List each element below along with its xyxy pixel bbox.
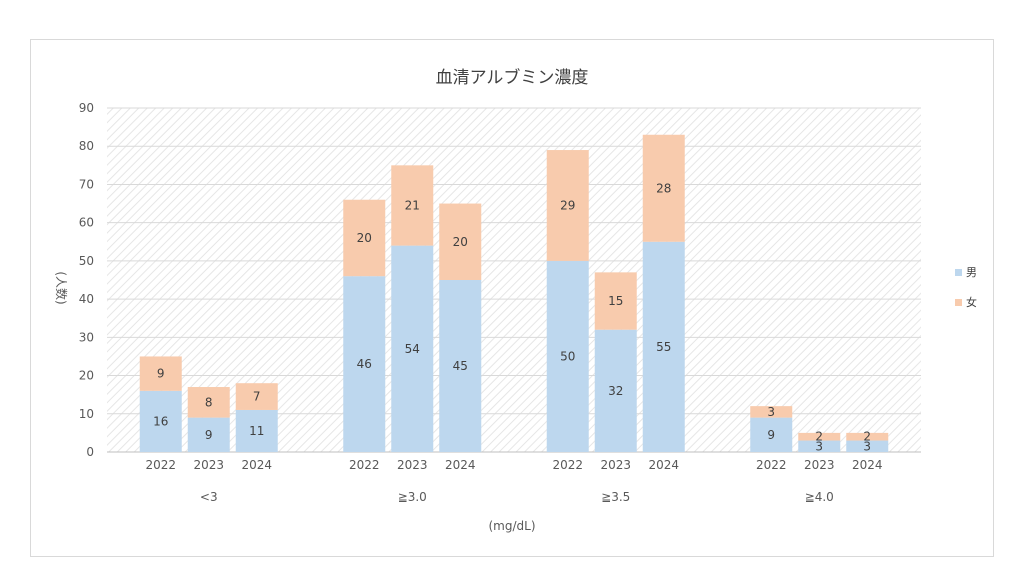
- x-tick-year: 2024: [445, 458, 476, 472]
- bar-segment: [750, 417, 793, 452]
- bar-segment: [439, 203, 482, 280]
- bar-segment: [187, 417, 230, 452]
- bar-segment: [391, 245, 434, 452]
- x-tick-year: 2022: [552, 458, 583, 472]
- x-group-label: <3: [200, 490, 218, 504]
- legend: 男女: [955, 266, 977, 309]
- chart-title: 血清アルブミン濃度: [436, 67, 589, 88]
- data-label: 3: [767, 405, 775, 419]
- data-label: 45: [453, 359, 468, 373]
- bar-segment: [439, 280, 482, 452]
- bar-segment: [187, 387, 230, 418]
- x-tick-year: 2023: [193, 458, 224, 472]
- bar-segment: [750, 406, 793, 418]
- x-group-label: ≧3.5: [601, 490, 630, 504]
- y-tick-label: 90: [79, 101, 94, 115]
- y-tick-label: 40: [79, 292, 94, 306]
- data-label: 54: [405, 342, 420, 356]
- data-label: 32: [608, 384, 623, 398]
- bar-segment: [391, 165, 434, 246]
- data-label: 29: [560, 198, 575, 212]
- y-tick-label: 30: [79, 330, 94, 344]
- legend-swatch: [955, 299, 962, 306]
- data-label: 50: [560, 349, 575, 363]
- data-label: 3: [815, 439, 823, 453]
- y-tick-label: 20: [79, 369, 94, 383]
- x-tick-year: 2024: [648, 458, 679, 472]
- data-label: 21: [405, 198, 420, 212]
- bar-segment: [139, 390, 182, 452]
- y-tick-label: 70: [79, 177, 94, 191]
- data-label: 2: [863, 430, 871, 444]
- x-tick-year: 2023: [804, 458, 835, 472]
- gridlines: [107, 107, 921, 453]
- data-label: 9: [767, 428, 775, 442]
- bar-segment: [594, 329, 637, 452]
- bar-segment: [546, 260, 589, 452]
- bar-segment: [846, 432, 889, 441]
- data-label: 20: [357, 231, 372, 245]
- bar-segment: [139, 356, 182, 391]
- x-tick-year: 2024: [241, 458, 272, 472]
- bar-segment: [642, 134, 685, 242]
- y-tick-label: 60: [79, 216, 94, 230]
- x-tick-year: 2022: [756, 458, 787, 472]
- bar-segment: [594, 272, 637, 330]
- data-label: 28: [656, 181, 671, 195]
- y-tick-label: 80: [79, 139, 94, 153]
- bar-segment: [798, 440, 841, 452]
- x-tick-year: 2024: [852, 458, 883, 472]
- data-label: 46: [357, 357, 372, 371]
- x-tick-year: 2023: [600, 458, 631, 472]
- bar-segment: [235, 383, 278, 410]
- x-group-label: ≧3.0: [398, 490, 427, 504]
- data-label: 3: [863, 439, 871, 453]
- y-tick-label: 0: [86, 445, 94, 459]
- legend-label: 男: [966, 266, 977, 279]
- bar-segment: [343, 276, 386, 452]
- y-tick-label: 10: [79, 407, 94, 421]
- bar-segment: [546, 150, 589, 261]
- x-axis-label: (mg/dL): [488, 519, 535, 533]
- data-label: 8: [205, 395, 213, 409]
- y-axis-label: (人数): [54, 271, 69, 304]
- data-label: 11: [249, 424, 264, 438]
- data-label: 9: [205, 428, 213, 442]
- x-tick-year: 2022: [349, 458, 380, 472]
- bar-segment: [846, 440, 889, 452]
- legend-label: 女: [966, 295, 977, 309]
- data-label: 9: [157, 367, 165, 381]
- x-group-label: ≧4.0: [805, 490, 834, 504]
- x-tick-year: 2023: [397, 458, 428, 472]
- bar-segment: [798, 432, 841, 441]
- data-label: 15: [608, 294, 623, 308]
- data-label: 2: [815, 430, 823, 444]
- data-label: 7: [253, 390, 261, 404]
- data-label: 16: [153, 414, 168, 428]
- bar-segment: [235, 409, 278, 452]
- bar-segment: [642, 241, 685, 452]
- y-tick-label: 50: [79, 254, 94, 268]
- x-tick-year: 2022: [145, 458, 176, 472]
- legend-swatch: [955, 269, 962, 276]
- data-label: 20: [453, 235, 468, 249]
- bar-segment: [343, 199, 386, 277]
- data-label: 55: [656, 340, 671, 354]
